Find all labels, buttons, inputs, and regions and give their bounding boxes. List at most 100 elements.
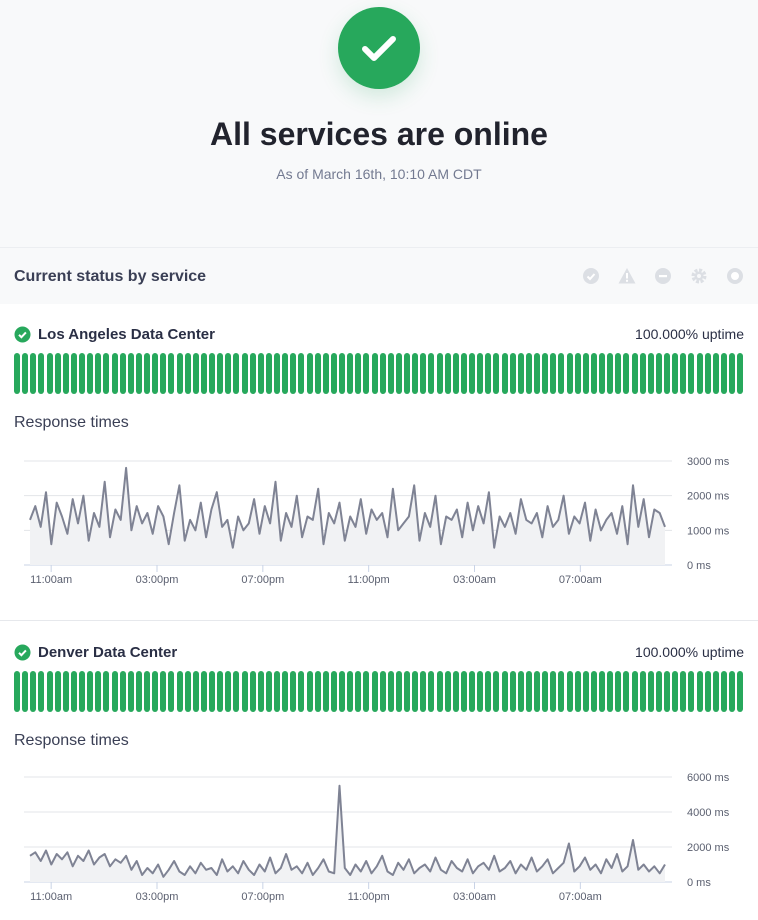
uptime-day-bar[interactable]	[200, 671, 207, 712]
uptime-day-bar[interactable]	[550, 671, 557, 712]
uptime-day-bar[interactable]	[54, 671, 61, 712]
uptime-day-bar[interactable]	[282, 671, 289, 712]
uptime-day-bar[interactable]	[119, 353, 126, 394]
uptime-day-bar[interactable]	[274, 353, 280, 394]
uptime-day-bar[interactable]	[298, 671, 305, 712]
maintenance-icon[interactable]	[690, 267, 708, 285]
uptime-day-bar[interactable]	[639, 353, 646, 394]
uptime-day-bar[interactable]	[615, 671, 622, 712]
uptime-day-bar[interactable]	[200, 353, 207, 394]
uptime-day-bar[interactable]	[477, 671, 484, 712]
uptime-day-bar[interactable]	[144, 671, 150, 712]
uptime-day-bar[interactable]	[371, 353, 378, 394]
uptime-day-bar[interactable]	[387, 671, 394, 712]
uptime-day-bar[interactable]	[119, 671, 126, 712]
uptime-day-bar[interactable]	[168, 671, 175, 712]
uptime-day-bar[interactable]	[330, 353, 337, 394]
uptime-day-bar[interactable]	[412, 671, 419, 712]
uptime-day-bar[interactable]	[355, 671, 362, 712]
uptime-day-bar[interactable]	[485, 353, 492, 394]
uptime-day-bar[interactable]	[501, 671, 508, 712]
uptime-day-bar[interactable]	[558, 353, 565, 394]
uptime-day-bar[interactable]	[339, 353, 345, 394]
uptime-day-bar[interactable]	[22, 353, 29, 394]
uptime-day-bar[interactable]	[298, 353, 305, 394]
uptime-day-bar[interactable]	[217, 671, 224, 712]
uptime-day-bar[interactable]	[14, 353, 20, 394]
uptime-day-bar[interactable]	[729, 353, 735, 394]
uptime-day-bar[interactable]	[664, 671, 670, 712]
uptime-day-bar[interactable]	[623, 353, 630, 394]
uptime-day-bar[interactable]	[452, 671, 459, 712]
uptime-day-bar[interactable]	[30, 671, 37, 712]
uptime-day-bar[interactable]	[257, 353, 264, 394]
uptime-day-bar[interactable]	[517, 671, 524, 712]
uptime-day-bar[interactable]	[95, 671, 102, 712]
uptime-day-bar[interactable]	[225, 353, 232, 394]
uptime-day-bar[interactable]	[209, 353, 215, 394]
uptime-day-bar[interactable]	[729, 671, 735, 712]
operational-icon[interactable]	[582, 267, 600, 285]
uptime-day-bar[interactable]	[590, 353, 597, 394]
uptime-day-bar[interactable]	[265, 671, 272, 712]
uptime-day-bar[interactable]	[737, 353, 744, 394]
uptime-day-bar[interactable]	[160, 671, 167, 712]
uptime-day-bar[interactable]	[582, 671, 589, 712]
uptime-day-bar[interactable]	[460, 353, 467, 394]
uptime-day-bar[interactable]	[525, 353, 532, 394]
uptime-day-bar[interactable]	[144, 353, 150, 394]
uptime-day-bar[interactable]	[54, 353, 61, 394]
uptime-day-bar[interactable]	[639, 671, 646, 712]
uptime-day-bar[interactable]	[62, 671, 69, 712]
uptime-day-bar[interactable]	[647, 353, 654, 394]
uptime-day-bar[interactable]	[444, 353, 451, 394]
uptime-day-bar[interactable]	[249, 671, 256, 712]
uptime-day-bar[interactable]	[95, 353, 102, 394]
uptime-day-bar[interactable]	[647, 671, 654, 712]
uptime-day-bar[interactable]	[509, 671, 516, 712]
uptime-day-bar[interactable]	[241, 671, 248, 712]
uptime-day-bar[interactable]	[737, 671, 744, 712]
uptime-day-bar[interactable]	[322, 671, 329, 712]
uptime-day-bar[interactable]	[274, 671, 280, 712]
uptime-day-bar[interactable]	[534, 353, 540, 394]
uptime-day-bar[interactable]	[574, 353, 581, 394]
uptime-day-bar[interactable]	[314, 671, 321, 712]
uptime-day-bar[interactable]	[38, 671, 45, 712]
uptime-day-bar[interactable]	[79, 671, 85, 712]
uptime-day-bar[interactable]	[672, 353, 679, 394]
uptime-day-bar[interactable]	[306, 671, 313, 712]
uptime-day-bar[interactable]	[623, 671, 630, 712]
uptime-day-bar[interactable]	[176, 671, 183, 712]
uptime-day-bar[interactable]	[347, 353, 354, 394]
uptime-day-bar[interactable]	[192, 353, 199, 394]
uptime-day-bar[interactable]	[525, 671, 532, 712]
uptime-day-bar[interactable]	[631, 353, 638, 394]
uptime-day-bar[interactable]	[347, 671, 354, 712]
uptime-day-bar[interactable]	[46, 353, 53, 394]
uptime-day-bar[interactable]	[160, 353, 167, 394]
uptime-day-bar[interactable]	[404, 353, 410, 394]
uptime-day-bar[interactable]	[46, 671, 53, 712]
uptime-day-bar[interactable]	[290, 671, 297, 712]
uptime-day-bar[interactable]	[688, 353, 695, 394]
uptime-day-bar[interactable]	[599, 671, 605, 712]
uptime-day-bar[interactable]	[420, 353, 427, 394]
uptime-day-bar[interactable]	[704, 353, 711, 394]
uptime-day-bar[interactable]	[217, 353, 224, 394]
uptime-day-bar[interactable]	[395, 671, 402, 712]
uptime-day-bar[interactable]	[127, 353, 134, 394]
uptime-day-bar[interactable]	[363, 353, 370, 394]
uptime-day-bar[interactable]	[720, 671, 727, 712]
uptime-day-bar[interactable]	[688, 671, 695, 712]
uptime-day-bar[interactable]	[404, 671, 410, 712]
uptime-day-bar[interactable]	[395, 353, 402, 394]
uptime-day-bar[interactable]	[314, 353, 321, 394]
uptime-day-bar[interactable]	[233, 353, 240, 394]
uptime-day-bar[interactable]	[566, 353, 573, 394]
not-monitored-icon[interactable]	[726, 267, 744, 285]
uptime-day-bar[interactable]	[655, 353, 662, 394]
uptime-day-bar[interactable]	[209, 671, 215, 712]
uptime-day-bar[interactable]	[152, 671, 159, 712]
uptime-day-bar[interactable]	[712, 671, 719, 712]
